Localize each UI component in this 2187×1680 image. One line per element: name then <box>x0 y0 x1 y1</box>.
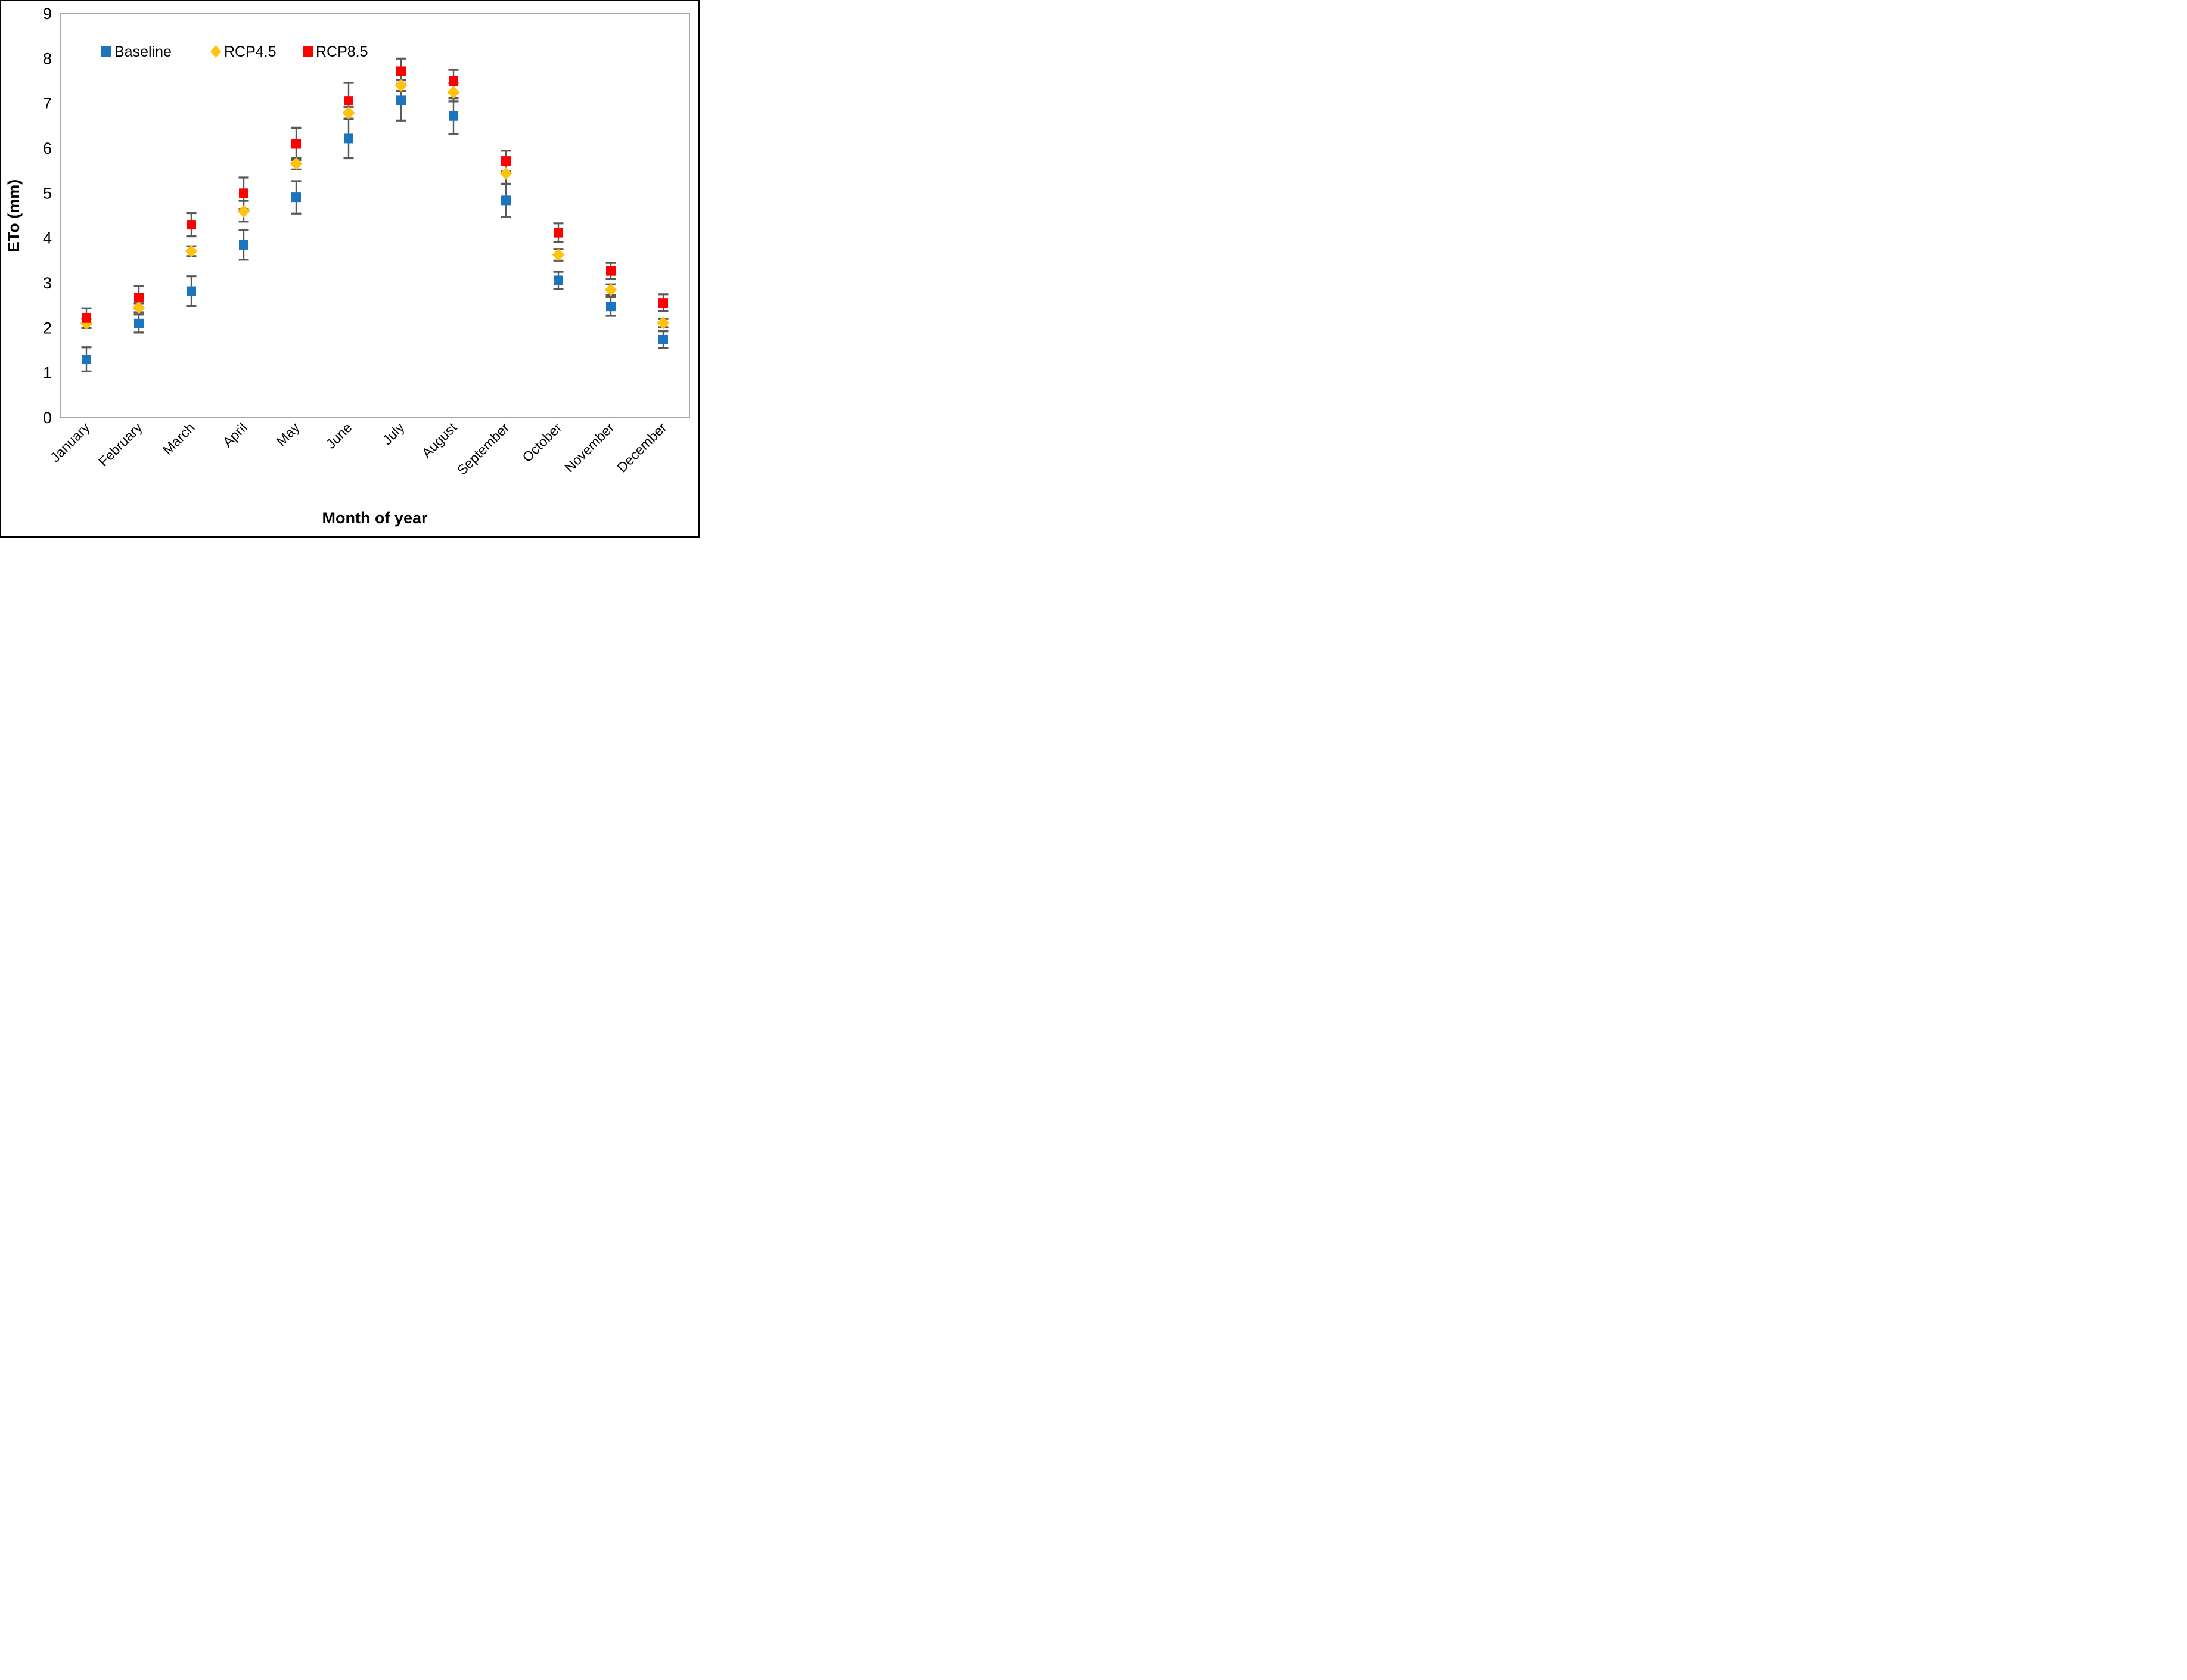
data-point-rcp85 <box>658 298 668 308</box>
y-tick-label: 6 <box>43 139 52 157</box>
x-tick-label: January <box>47 420 93 465</box>
x-tick-label: March <box>160 420 198 458</box>
legend-marker-baseline <box>101 46 111 57</box>
data-point-rcp85 <box>291 139 301 149</box>
y-tick-label: 7 <box>43 95 52 113</box>
data-point-rcp85 <box>134 293 144 303</box>
y-tick-label: 3 <box>43 274 52 292</box>
data-point-baseline <box>82 355 91 365</box>
x-tick-label: September <box>454 420 512 478</box>
x-tick-label: February <box>95 420 145 470</box>
data-point-rcp85 <box>606 266 616 276</box>
x-tick-label: October <box>519 420 564 465</box>
x-tick-label: June <box>323 420 355 452</box>
y-tick-label: 1 <box>43 364 52 382</box>
data-point-rcp45 <box>394 79 408 92</box>
data-point-rcp45 <box>290 157 303 170</box>
data-point-baseline <box>449 111 458 121</box>
data-point-baseline <box>501 195 511 206</box>
x-tick-label: December <box>614 420 670 476</box>
data-point-rcp45 <box>237 204 250 218</box>
legend-label-baseline: Baseline <box>114 44 172 60</box>
data-point-rcp85 <box>554 228 563 238</box>
data-point-rcp45 <box>447 86 460 99</box>
data-point-baseline <box>396 95 406 105</box>
plot-area <box>60 13 690 418</box>
y-tick-label: 2 <box>43 319 52 337</box>
data-point-baseline <box>344 133 353 144</box>
data-point-rcp45 <box>552 249 565 262</box>
x-tick-label: July <box>379 420 408 448</box>
data-point-rcp45 <box>657 316 670 330</box>
data-point-baseline <box>291 192 301 203</box>
x-tick-label: April <box>220 420 250 450</box>
legend-marker-rcp8.5 <box>303 46 313 57</box>
data-point-rcp85 <box>239 188 248 198</box>
data-point-baseline <box>134 318 144 328</box>
legend-marker-rcp4.5 <box>210 45 221 58</box>
data-point-rcp45 <box>342 106 355 119</box>
data-point-rcp85 <box>187 220 196 230</box>
data-point-baseline <box>658 334 668 344</box>
data-point-rcp85 <box>501 156 511 166</box>
data-point-baseline <box>606 302 616 312</box>
data-point-rcp45 <box>499 167 512 180</box>
y-tick-label: 8 <box>43 49 52 67</box>
data-point-rcp85 <box>449 76 458 86</box>
data-point-baseline <box>554 275 563 285</box>
data-point-rcp45 <box>604 283 617 296</box>
y-tick-label: 0 <box>43 409 52 427</box>
data-point-baseline <box>239 240 248 250</box>
data-point-rcp85 <box>344 96 353 106</box>
legend-label-rcp4.5: RCP4.5 <box>224 44 277 60</box>
eto-chart-figure: 0 1 2 3 4 5 6 7 8 9 January February March April May Ju… <box>0 0 700 538</box>
y-tick-label: 5 <box>43 184 52 202</box>
data-point-baseline <box>187 286 196 296</box>
x-axis-title: Month of year <box>322 509 427 527</box>
y-tick-label: 9 <box>43 5 52 23</box>
x-tick-label: May <box>273 420 302 449</box>
data-point-rcp45 <box>132 301 145 314</box>
x-tick-label: November <box>561 420 617 476</box>
data-point-rcp85 <box>396 66 406 76</box>
y-tick-label: 4 <box>43 229 52 247</box>
data-point-rcp45 <box>185 245 198 258</box>
x-tick-label: August <box>419 420 460 461</box>
legend-label-rcp8.5: RCP8.5 <box>316 44 368 60</box>
y-axis-title: ETo (mm) <box>5 179 23 253</box>
data-point-rcp85 <box>82 313 91 323</box>
eto-scatter-chart: 0 1 2 3 4 5 6 7 8 9 January February March April May Ju… <box>5 5 690 527</box>
